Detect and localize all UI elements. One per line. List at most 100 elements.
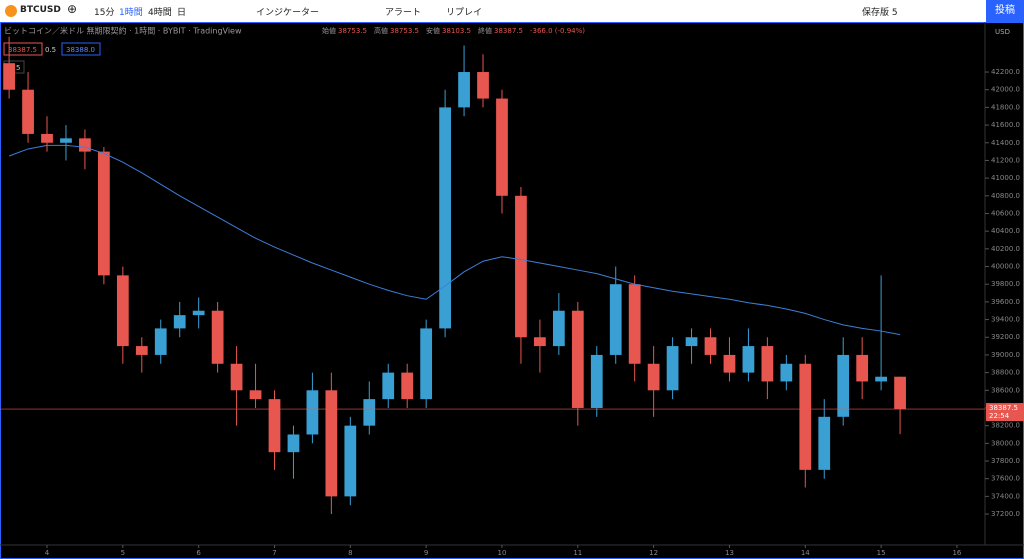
candle-body bbox=[230, 363, 243, 391]
x-tick-label: 8 bbox=[348, 549, 352, 557]
candle-body bbox=[742, 346, 755, 373]
candle-body bbox=[571, 310, 584, 408]
candle-body bbox=[344, 425, 357, 497]
last-price-label: 38387.5 bbox=[989, 404, 1018, 412]
count[interactable]: 5 bbox=[16, 64, 20, 72]
interval[interactable]: 15分 bbox=[94, 8, 115, 18]
save[interactable]: 保存版 5 bbox=[862, 8, 898, 18]
y-tick-label: 39800.0 bbox=[991, 280, 1020, 288]
y-tick-label: 39600.0 bbox=[991, 298, 1020, 306]
candle-body bbox=[723, 354, 736, 373]
legend-value: 38753.5 bbox=[390, 27, 419, 35]
y-tick-label: 40000.0 bbox=[991, 263, 1020, 271]
candle-body bbox=[875, 376, 887, 382]
candle-body bbox=[22, 89, 34, 134]
publish-button[interactable]: 投稿 bbox=[986, 0, 1024, 22]
legend-change: -366.0 (-0.94%) bbox=[530, 27, 585, 35]
y-tick-label: 37800.0 bbox=[991, 457, 1020, 465]
x-tick-label: 15 bbox=[877, 549, 886, 557]
indicators[interactable]: インジケーター bbox=[256, 8, 320, 18]
y-tick-label: 38000.0 bbox=[991, 439, 1020, 447]
x-tick-label: 10 bbox=[498, 549, 507, 557]
alert[interactable]: アラート bbox=[385, 8, 422, 18]
x-tick-label: 16 bbox=[952, 549, 961, 557]
candle-body bbox=[477, 72, 489, 99]
interval[interactable]: 4時間 bbox=[148, 8, 172, 18]
currency[interactable]: USD bbox=[995, 28, 1010, 36]
candle-body bbox=[98, 151, 110, 276]
y-tick-label: 40600.0 bbox=[991, 209, 1020, 217]
add-symbol[interactable]: ⊕ bbox=[67, 2, 78, 16]
legend-label: 安値 bbox=[426, 26, 440, 35]
candle-body bbox=[552, 310, 565, 347]
y-tick-label: 42200.0 bbox=[991, 68, 1020, 76]
y-tick-label: 37200.0 bbox=[991, 510, 1020, 518]
candle-body bbox=[420, 328, 433, 400]
x-tick-label: 5 bbox=[121, 549, 125, 557]
candle-body bbox=[60, 138, 72, 143]
candle-body bbox=[325, 390, 338, 497]
legend-value: 38753.5 bbox=[338, 27, 367, 35]
y-tick-label: 38200.0 bbox=[991, 422, 1020, 430]
candle-body bbox=[894, 376, 906, 410]
x-tick-label: 12 bbox=[649, 549, 658, 557]
candle-body bbox=[685, 337, 698, 347]
y-tick-label: 42000.0 bbox=[991, 86, 1020, 94]
symbol-icon bbox=[5, 5, 17, 17]
bid-box bbox=[61, 42, 101, 56]
legend-label: 高値 bbox=[374, 26, 388, 35]
x-tick-label: 7 bbox=[272, 549, 276, 557]
candle-body bbox=[79, 138, 91, 152]
candle-body bbox=[401, 372, 414, 400]
y-tick-label: 41000.0 bbox=[991, 174, 1020, 182]
chart-frame bbox=[0, 22, 1024, 559]
spread: 0.5 bbox=[45, 46, 56, 54]
chart: ビットコイン／米ドル 無期限契約 · 1時間 · BYBIT · Trading… bbox=[0, 22, 1024, 559]
x-tick-label: 11 bbox=[573, 549, 582, 557]
candle-body bbox=[41, 133, 53, 143]
y-tick-label: 40800.0 bbox=[991, 192, 1020, 200]
candle-body bbox=[192, 310, 205, 316]
candle-body bbox=[458, 72, 470, 108]
toolbar: BTCUSD ⊕ 15分 1時間 4時間 日 インジケーター アラート リプレイ… bbox=[0, 0, 1024, 23]
candle-body bbox=[211, 310, 224, 364]
candle-body bbox=[135, 346, 148, 355]
candle-body bbox=[116, 275, 129, 347]
x-tick-label: 4 bbox=[45, 549, 50, 557]
y-tick-label: 38800.0 bbox=[991, 369, 1020, 377]
candle-body bbox=[856, 354, 869, 382]
y-tick-label: 40400.0 bbox=[991, 227, 1020, 235]
x-tick-label: 9 bbox=[424, 549, 428, 557]
candle-body bbox=[818, 416, 831, 470]
y-tick-label: 41600.0 bbox=[991, 121, 1020, 129]
y-tick-label: 41800.0 bbox=[991, 103, 1020, 111]
candle-body bbox=[761, 346, 774, 382]
replay[interactable]: リプレイ bbox=[446, 8, 483, 18]
candle-body bbox=[363, 399, 376, 426]
y-tick-label: 37600.0 bbox=[991, 475, 1020, 483]
y-tick-label: 38600.0 bbox=[991, 386, 1020, 394]
candle-body bbox=[837, 354, 850, 417]
candle-body bbox=[173, 315, 186, 329]
bid: 38388.0 bbox=[66, 46, 95, 54]
candle-body bbox=[534, 337, 546, 347]
legend-title: ビットコイン／米ドル 無期限契約 · 1時間 · BYBIT · Trading… bbox=[4, 26, 242, 36]
interval[interactable]: 日 bbox=[177, 8, 187, 18]
interval[interactable]: 1時間 bbox=[119, 8, 143, 18]
symbol[interactable]: BTCUSD bbox=[20, 5, 61, 15]
ask: 38387.5 bbox=[8, 46, 37, 54]
legend-label: 始値 bbox=[322, 26, 336, 35]
candle-body bbox=[704, 337, 717, 355]
y-tick-label: 41400.0 bbox=[991, 139, 1020, 147]
candle-body bbox=[382, 372, 395, 400]
legend-label: 終値 bbox=[478, 26, 492, 35]
last-price-box bbox=[986, 403, 1024, 422]
candle-body bbox=[628, 284, 641, 364]
y-tick-label: 41200.0 bbox=[991, 156, 1020, 164]
candle-body bbox=[515, 195, 527, 338]
candle-body bbox=[799, 363, 812, 470]
y-tick-label: 39000.0 bbox=[991, 351, 1020, 359]
y-tick-label: 39200.0 bbox=[991, 333, 1020, 341]
candle-body bbox=[780, 363, 793, 382]
